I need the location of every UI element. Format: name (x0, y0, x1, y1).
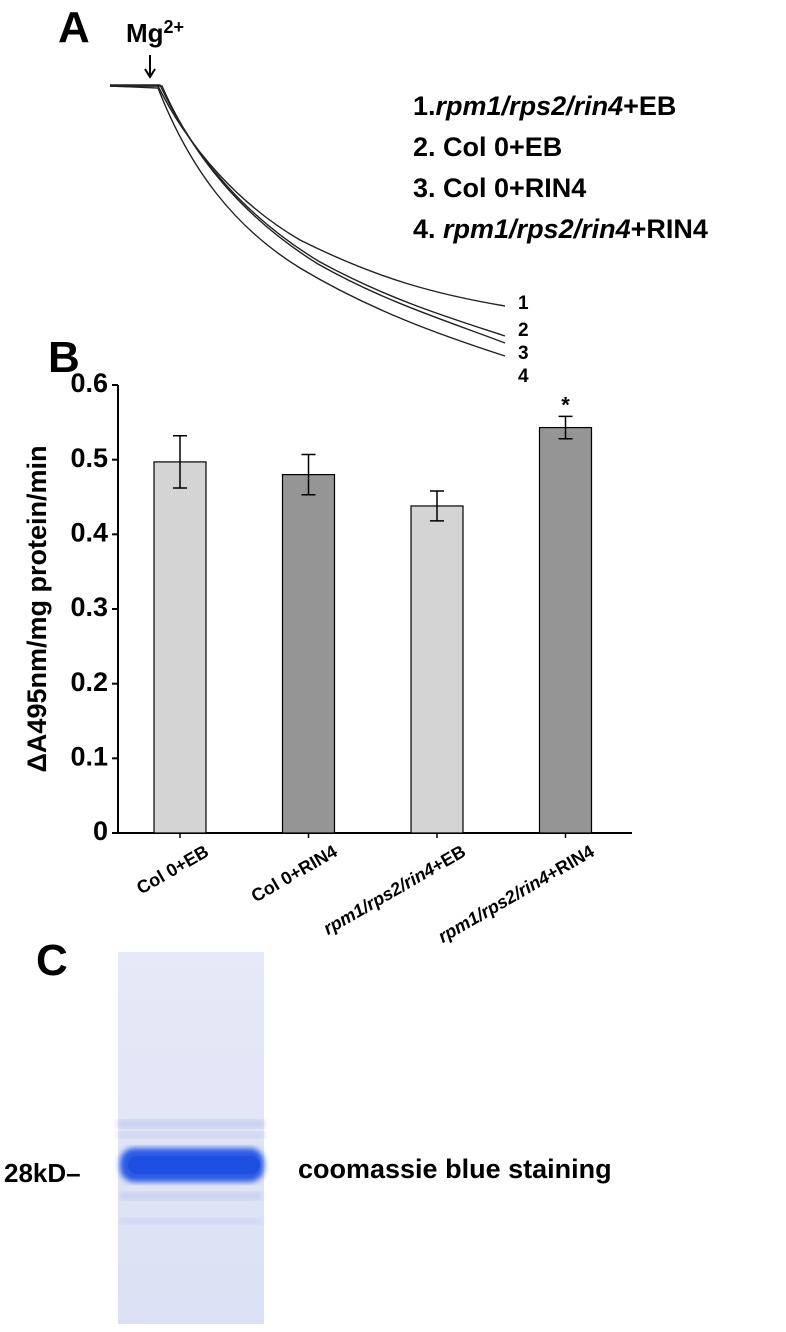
trace-label: 2 (518, 320, 529, 341)
marker-label: Mg2+ (126, 17, 184, 48)
legend-segment: +RIN4 (631, 214, 708, 244)
traces (109, 84, 506, 357)
arrow (144, 55, 156, 79)
error-bar (558, 415, 573, 440)
legend-segment: rpm1/rps2/rin4 (436, 91, 624, 121)
annotation: * (561, 392, 570, 417)
x-tick-label: Col 0+EB (133, 841, 212, 898)
marker-label: 28kD– (4, 1158, 81, 1188)
error-bar (430, 490, 444, 522)
bar (281, 474, 336, 834)
y-tick-label: 0 (93, 816, 108, 846)
x-tick-label: Col 0+RIN4 (248, 841, 341, 906)
caption: coomassie blue staining (298, 1154, 612, 1184)
y-axis-label: ΔA495nm/mg protein/min (22, 446, 52, 773)
trace-label: 1 (518, 293, 529, 314)
legend-segment: 1. (413, 91, 436, 121)
trace-label: 4 (518, 366, 529, 387)
panel-label: A (58, 3, 90, 52)
legend-segment: 4. (413, 214, 443, 244)
y-tick-label: 0.3 (70, 592, 108, 622)
trace-labels: 1 234 (518, 293, 529, 387)
error-bar (173, 435, 187, 489)
legend-entry: 4. rpm1/rps2/rin4+RIN4 (413, 214, 708, 244)
legend-entry: 1.rpm1/rps2/rin4+EB (413, 91, 676, 121)
legend-entry: 3. Col 0+RIN4 (413, 173, 586, 203)
legend: 1.rpm1/rps2/rin4+EB2. Col 0+EB3. Col 0+R… (413, 91, 708, 244)
panel-label: B (48, 333, 80, 382)
marker-text: Mg (126, 18, 164, 48)
bar (538, 426, 593, 834)
y-tick-label: 0.5 (70, 443, 108, 473)
genotype: rpm1/rps2/rin4 (320, 859, 438, 939)
legend-entry: 2. Col 0+EB (413, 132, 562, 162)
error-bar (301, 453, 316, 496)
gel-lane (118, 952, 264, 1324)
treatment: +RIN4 (543, 841, 598, 884)
y-tick-label: 0.6 (70, 368, 108, 398)
y-tick-label: 0.1 (70, 741, 108, 771)
legend-segment: +EB (623, 91, 676, 121)
y-tick-label: 0.4 (70, 517, 108, 547)
bar (153, 461, 207, 834)
panel-label: C (36, 936, 68, 985)
trace-label: 3 (518, 343, 529, 364)
genotype: rpm1/rps2/rin4 (435, 867, 553, 947)
bar (410, 505, 464, 834)
treatment: +EB (428, 841, 469, 876)
legend-segment: 3. Col 0+RIN4 (413, 173, 586, 203)
marker-superscript: 2+ (164, 17, 185, 37)
legend-segment: rpm1/rps2/rin4 (443, 214, 631, 244)
legend-segment: 2. Col 0+EB (413, 132, 562, 162)
y-tick-label: 0.2 (70, 667, 108, 697)
